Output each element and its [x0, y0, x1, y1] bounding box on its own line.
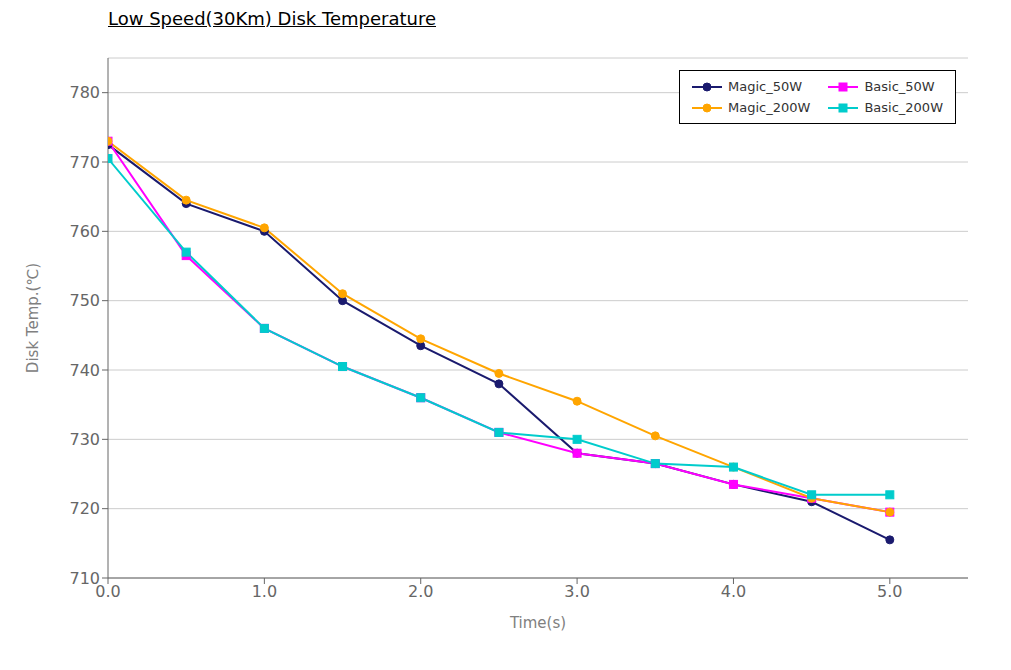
svg-text:760: 760	[69, 222, 100, 241]
svg-text:740: 740	[69, 361, 100, 380]
svg-text:3.0: 3.0	[564, 582, 589, 601]
html-text:Basic_50W: Basic_50W	[864, 79, 935, 94]
svg-text:770: 770	[69, 153, 100, 172]
html-text:Magic_200W: Magic_200W	[728, 100, 811, 115]
svg-text:0.0: 0.0	[95, 582, 121, 602]
svg-text:Disk Temp.(℃): Disk Temp.(℃)	[24, 263, 42, 373]
svg-text:710: 710	[69, 569, 100, 588]
html-text:Low Speed(30Km) Disk Temperatu: Low Speed(30Km) Disk Temperature	[108, 8, 436, 29]
svg-text:720: 720	[69, 499, 100, 518]
svg-text:2.0: 2.0	[408, 582, 433, 601]
svg-text:750: 750	[69, 291, 100, 310]
svg-text:Time(s): Time(s)	[509, 614, 566, 632]
svg-text:780: 780	[69, 83, 100, 102]
html-text:Basic_200W: Basic_200W	[864, 100, 943, 115]
svg-text:730: 730	[69, 430, 100, 449]
svg-text:5.0: 5.0	[877, 582, 902, 601]
html-text:Magic_50W: Magic_50W	[728, 79, 803, 94]
svg-text:4.0: 4.0	[721, 582, 746, 601]
svg-text:1.0: 1.0	[252, 582, 277, 601]
